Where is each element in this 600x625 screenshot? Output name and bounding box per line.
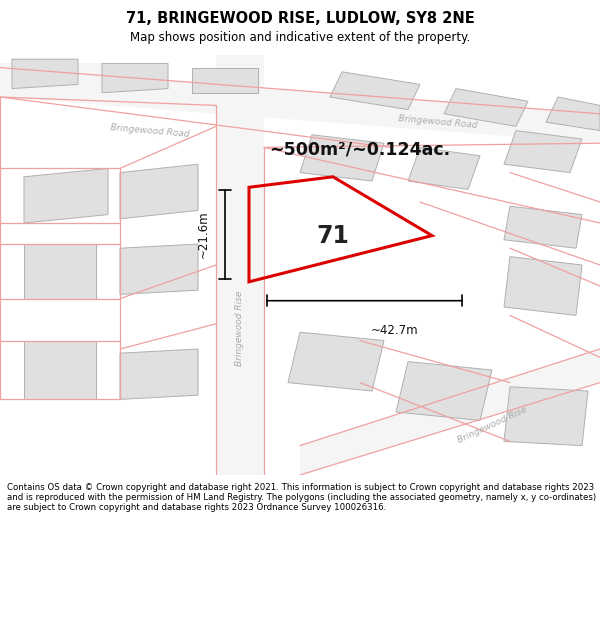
Text: Bringewood Rise: Bringewood Rise [235,290,245,366]
Polygon shape [300,135,384,181]
Polygon shape [24,244,96,299]
Polygon shape [12,59,78,89]
Polygon shape [216,55,264,475]
Polygon shape [192,68,258,92]
Polygon shape [504,131,582,173]
Polygon shape [0,68,600,143]
Polygon shape [396,362,492,421]
Polygon shape [120,164,198,219]
Text: 71, BRINGEWOOD RISE, LUDLOW, SY8 2NE: 71, BRINGEWOOD RISE, LUDLOW, SY8 2NE [125,11,475,26]
Text: Contains OS data © Crown copyright and database right 2021. This information is : Contains OS data © Crown copyright and d… [7,482,596,512]
Polygon shape [408,148,480,189]
Polygon shape [504,257,582,316]
Text: ~21.6m: ~21.6m [197,211,210,258]
Text: Bringewood Road: Bringewood Road [110,122,190,139]
Text: ~42.7m: ~42.7m [371,324,418,337]
Polygon shape [444,89,528,126]
Polygon shape [504,206,582,248]
Polygon shape [288,332,384,391]
Polygon shape [120,244,198,294]
Text: Bringewood Road: Bringewood Road [398,114,478,130]
Polygon shape [102,63,168,92]
Polygon shape [504,387,588,446]
Polygon shape [300,349,600,475]
Polygon shape [24,341,96,399]
Polygon shape [330,72,420,109]
Polygon shape [0,63,120,89]
Polygon shape [24,168,108,223]
Text: Bringewood Rise: Bringewood Rise [456,404,528,444]
Polygon shape [546,97,600,131]
Polygon shape [120,349,198,399]
Text: 71: 71 [317,224,349,248]
Text: Map shows position and indicative extent of the property.: Map shows position and indicative extent… [130,31,470,44]
Text: ~500m²/~0.124ac.: ~500m²/~0.124ac. [269,141,451,159]
